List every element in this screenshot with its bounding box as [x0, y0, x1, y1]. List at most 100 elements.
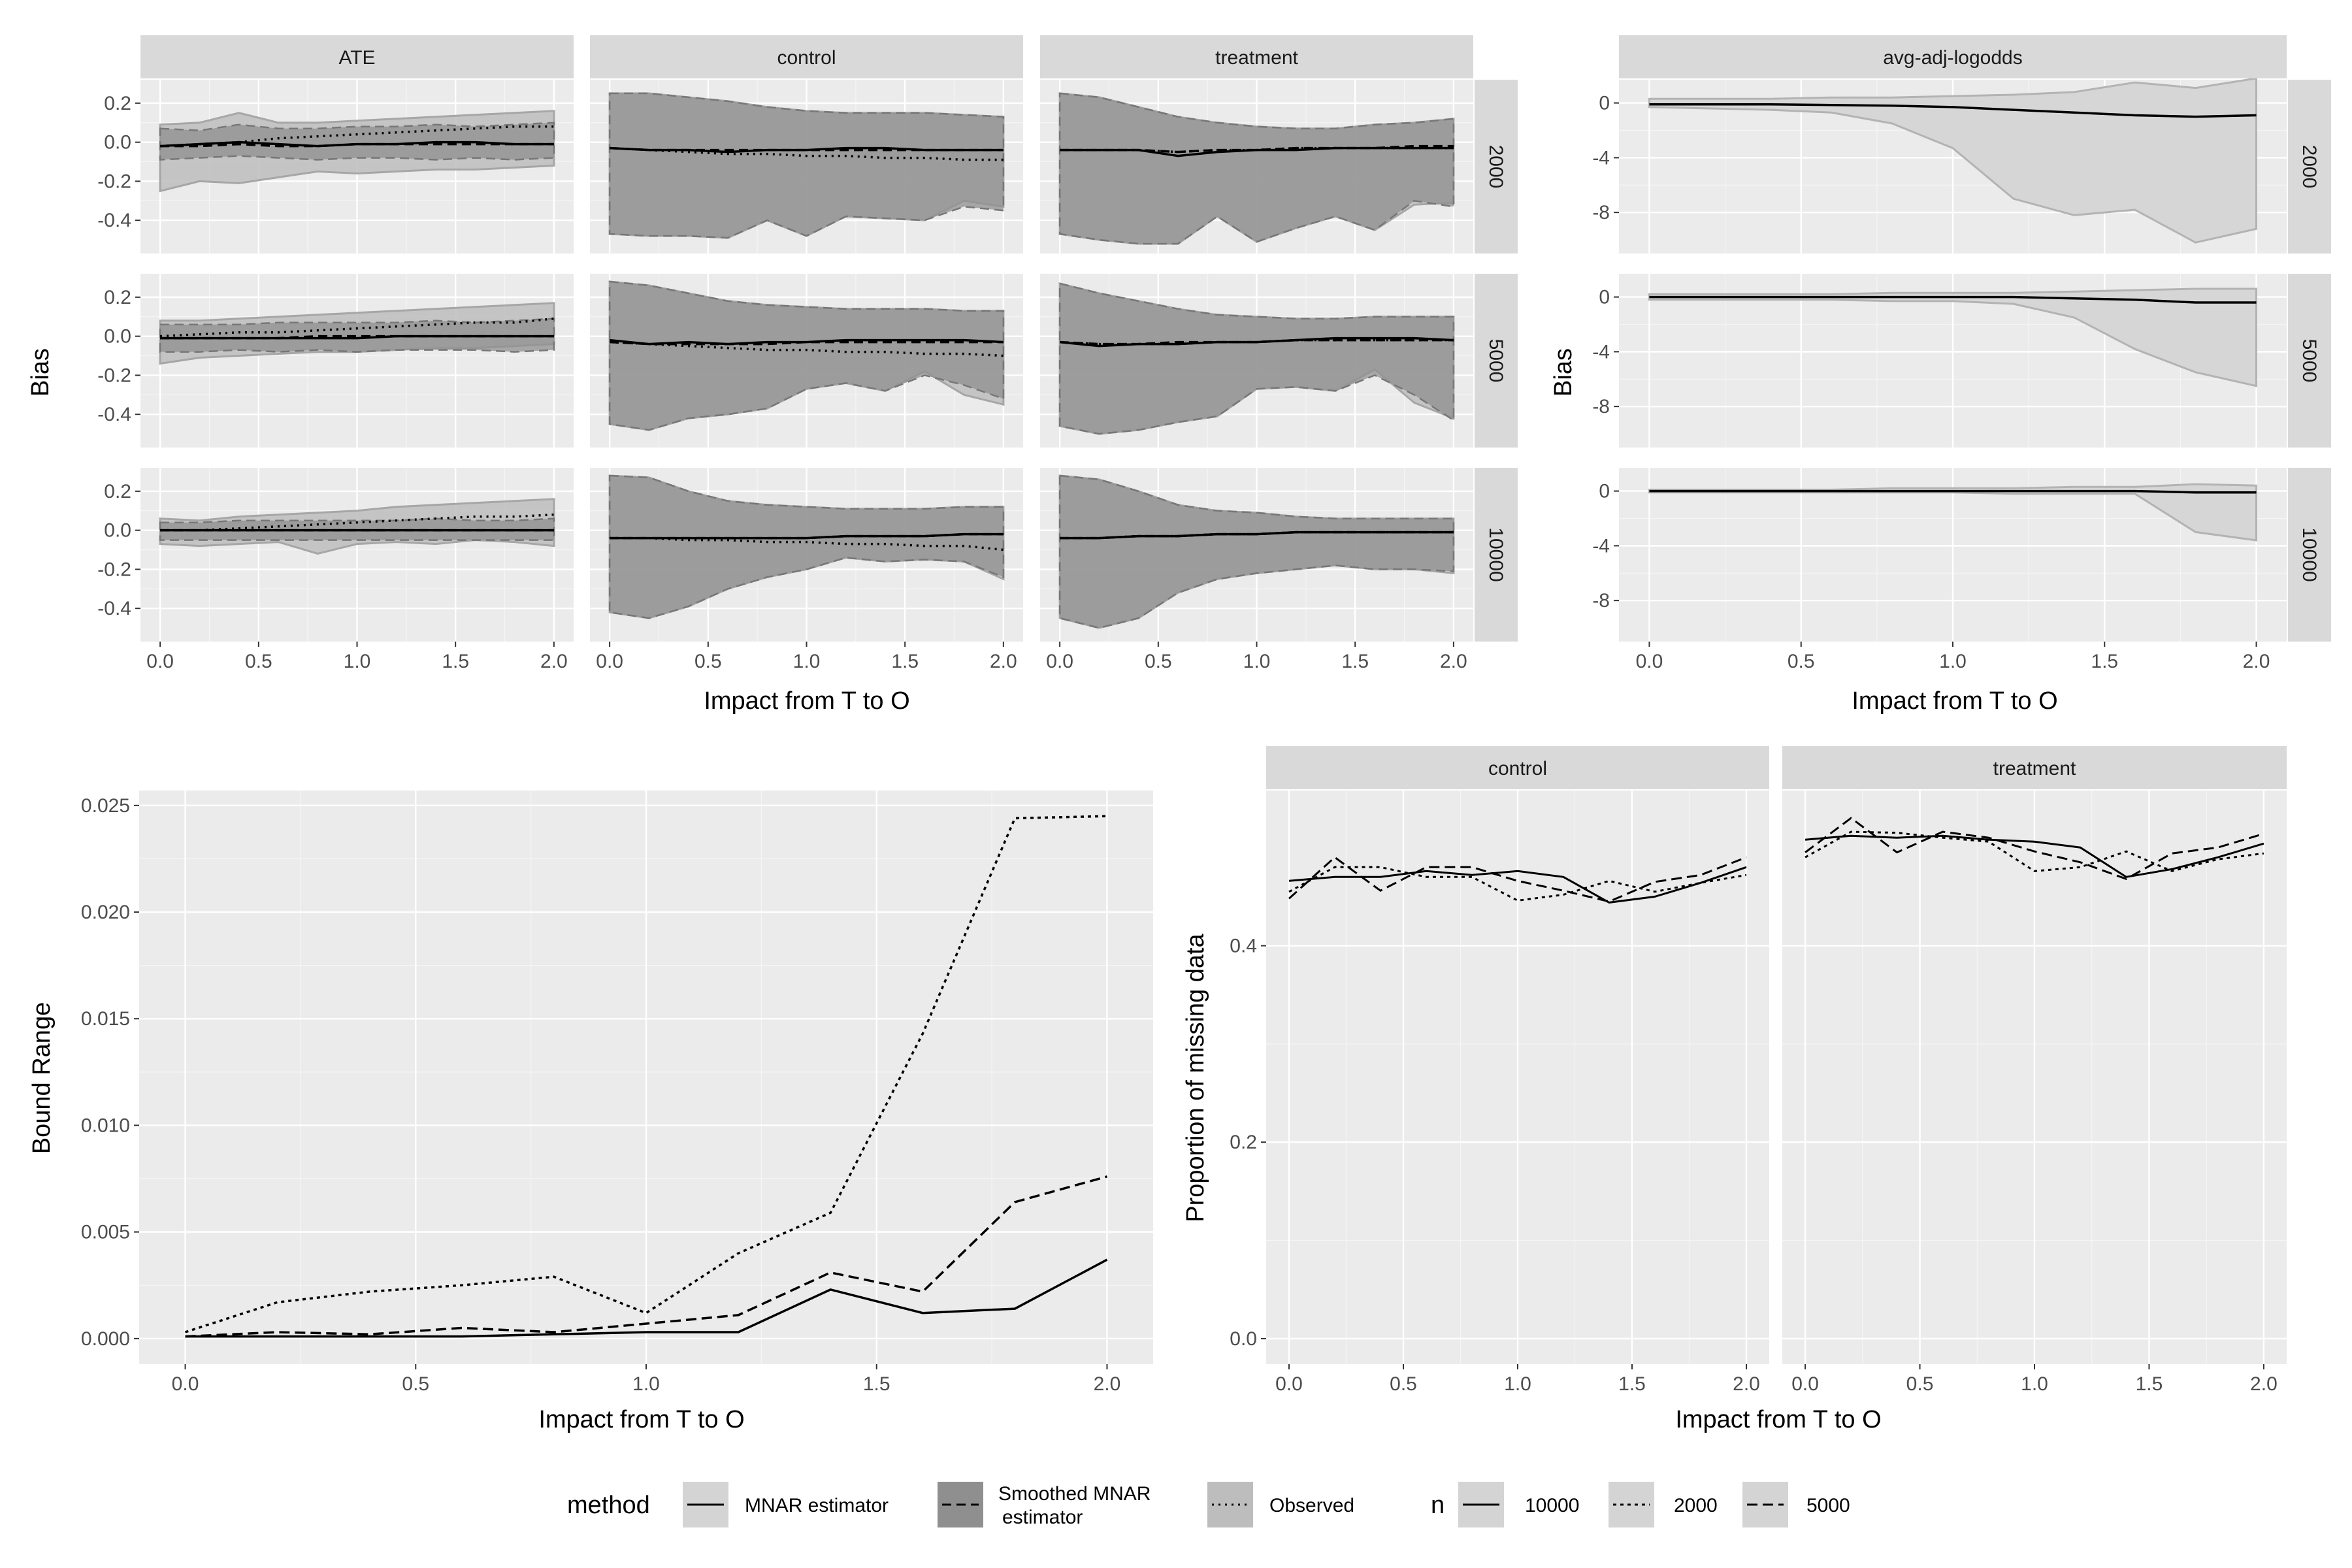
missing-treatment-x-tick-label: 0.5 [1906, 1373, 1934, 1395]
missing-control-series-n5000 [1288, 856, 1747, 903]
logodds-10000-mnar-line [1649, 489, 2257, 494]
missing-treatment-strip [1782, 746, 2287, 789]
bias-ATE-2000-y-tick-label: -0.4 [97, 210, 131, 231]
bias-treatment-5000-row-strip-label: 5000 [1485, 339, 1507, 383]
logodds-5000-row-strip-label: 5000 [2298, 339, 2320, 383]
bias-control-10000-observed-line [610, 536, 1004, 551]
bias-control-10000-x-tick-label: 0.5 [694, 651, 722, 672]
missing-control-x-tick-label: 0.0 [1275, 1373, 1303, 1395]
bound-y-tick-label: 0.010 [81, 1115, 130, 1136]
bias-treatment-10000-smoothed-band [1058, 474, 1455, 629]
bias-ATE-10000-observed-line [160, 513, 554, 532]
bias-ATE-5000-y-tick-label: 0.0 [104, 326, 131, 348]
logodds-2000-strip-label: avg-adj-logodds [1883, 47, 2022, 69]
bias-treatment-2000-row-strip [1475, 80, 1518, 253]
logodds-y-axis-title: Bias [1550, 348, 1577, 397]
bias-control-10000-smoothed-band [608, 474, 1005, 619]
legend-label-smoothed-1: Smoothed MNAR [998, 1483, 1151, 1505]
logodds-10000-x-tick-label: 1.0 [1939, 651, 1967, 672]
legend-label-n2000: 2000 [1674, 1495, 1718, 1516]
bias-ATE-5000-mnar-line [160, 335, 554, 340]
logodds-5000-band [1648, 287, 2257, 387]
bound-range-chart: 0.000 0.005 0.010 0.015 0.020 0.025 0.0 0.5 1.0 1… [81, 791, 1153, 1395]
bias-control-5000-mnar-line [609, 338, 1004, 346]
legend-method-title: method [567, 1492, 650, 1519]
logodds-5000-mnar-line [1649, 295, 2257, 304]
logodds-5000-y-tick-label: -4 [1592, 341, 1610, 363]
bias-control-2000-strip [590, 35, 1023, 78]
bias-ATE-2000-y-tick-label: -0.2 [97, 171, 131, 192]
bias-treatment-2000-row-strip-label: 2000 [1485, 145, 1507, 189]
bias-ATE-5000-observed-line [160, 317, 555, 338]
missing-treatment-x-tick-label: 1.5 [2136, 1373, 2163, 1395]
missing-control-x-tick-label: 2.0 [1733, 1373, 1760, 1395]
missing-treatment-x-tick-label: 1.0 [2021, 1373, 2048, 1395]
bias-treatment-10000-x-tick-label: 0.5 [1145, 651, 1172, 672]
bound-x-tick-label: 0.5 [402, 1373, 429, 1395]
logodds-2000-row-strip [2288, 80, 2331, 253]
bias-treatment-5000-smoothed-band [1058, 282, 1455, 435]
bias-ATE-5000-y-tick-label: -0.4 [97, 404, 131, 425]
logodds-2000-y-tick-label: 0 [1599, 93, 1610, 114]
logodds-10000-y-tick-label: -4 [1592, 535, 1610, 557]
bias-ATE-5000-y-tick-label: -0.2 [97, 365, 131, 386]
logodds-2000-y-tick-label: -4 [1592, 147, 1610, 169]
missing-treatment-series-n5000 [1805, 817, 2264, 880]
legend-label-n10000: 10000 [1525, 1495, 1579, 1516]
bias-ATE-5000-y-tick-label: 0.2 [104, 287, 131, 308]
bias-control-5000-smoothed-line [610, 340, 1004, 346]
bias-treatment-2000-mnar-line [1060, 146, 1454, 157]
bias-treatment-10000-x-tick-label: 1.5 [1341, 651, 1369, 672]
bias-control-10000-x-tick-label: 0.0 [596, 651, 623, 672]
missing-control-strip-label: control [1488, 758, 1547, 779]
missing-treatment-series-n10000 [1805, 834, 2264, 878]
missing-control-x-tick-label: 0.5 [1390, 1373, 1417, 1395]
logodds-2000-mnar-line [1649, 103, 2257, 118]
bias-treatment-10000-row-strip [1475, 468, 1518, 642]
bound-series-n5000 [185, 1175, 1107, 1338]
bias-control-2000-smoothed-band [608, 92, 1005, 239]
bias-treatment-2000-smoothed-band [1058, 92, 1455, 245]
bias-treatment-10000-mnar-line [1060, 531, 1454, 540]
missing-treatment-x-tick-label: 0.0 [1791, 1373, 1819, 1395]
bound-y-tick-label: 0.015 [81, 1008, 130, 1030]
logodds-2000-row-strip-label: 2000 [2298, 145, 2320, 189]
bound-y-tick-label: 0.020 [81, 902, 130, 923]
logodds-10000-y-tick-label: 0 [1599, 481, 1610, 502]
missing-x-axis-title: Impact from T to O [1675, 1406, 1881, 1433]
bias-control-5000-observed-line [610, 340, 1004, 357]
missing-control-y-tick-label: 0.0 [1230, 1328, 1257, 1350]
bound-x-tick-label: 1.5 [863, 1373, 890, 1395]
logodds-x-axis-title: Impact from T to O [1852, 687, 2057, 715]
bias-control-2000-strip-label: control [777, 47, 836, 69]
bias-treatment-10000-x-tick-label: 2.0 [1440, 651, 1467, 672]
logodds-2000-y-tick-label: -8 [1592, 202, 1610, 223]
logodds-2000-strip [1619, 35, 2287, 78]
logodds-2000-band [1648, 77, 2257, 244]
logodds-5000-y-tick-label: 0 [1599, 287, 1610, 308]
bias-ATE-2000-strip-label: ATE [338, 47, 375, 69]
legend-n-title: n [1431, 1492, 1445, 1519]
logodds-10000-x-tick-label: 1.5 [2091, 651, 2118, 672]
avg-adj-logodds-chart: avg-adj-logodds 2000 0 -4 -8 5000 0 -4 -8 10000 0 -… [1592, 35, 2331, 672]
bound-x-tick-label: 2.0 [1094, 1373, 1121, 1395]
bias-ATE-10000-x-tick-label: 2.0 [540, 651, 568, 672]
bias-treatment-2000-strip-label: treatment [1215, 47, 1298, 69]
bias-treatment-5000-mnar-line [1059, 336, 1454, 348]
bound-x-tick-label: 0.0 [172, 1373, 199, 1395]
legend: method MNAR estimator Smoothed MNAR esti… [567, 1482, 1850, 1528]
legend-label-smoothed-2: estimator [1002, 1507, 1083, 1528]
logodds-10000-x-tick-label: 0.0 [1636, 651, 1663, 672]
logodds-10000-x-tick-label: 0.5 [1788, 651, 1815, 672]
legend-label-observed: Observed [1269, 1495, 1354, 1516]
logodds-5000-row-strip [2288, 274, 2331, 448]
bound-x-axis-title: Impact from T to O [538, 1406, 744, 1433]
bias-control-10000-mnar-line [610, 532, 1004, 540]
bias-x-axis-title: Impact from T to O [704, 687, 909, 715]
bias-ATE-10000-x-tick-label: 1.0 [344, 651, 371, 672]
logodds-10000-row-strip-label: 10000 [2298, 527, 2320, 581]
bias-treatment-5000-row-strip [1475, 274, 1518, 448]
bias-ATE-10000-y-tick-label: 0.0 [104, 520, 131, 542]
bias-control-10000-x-tick-label: 1.0 [793, 651, 821, 672]
bias-ATE-2000-strip [140, 35, 574, 78]
